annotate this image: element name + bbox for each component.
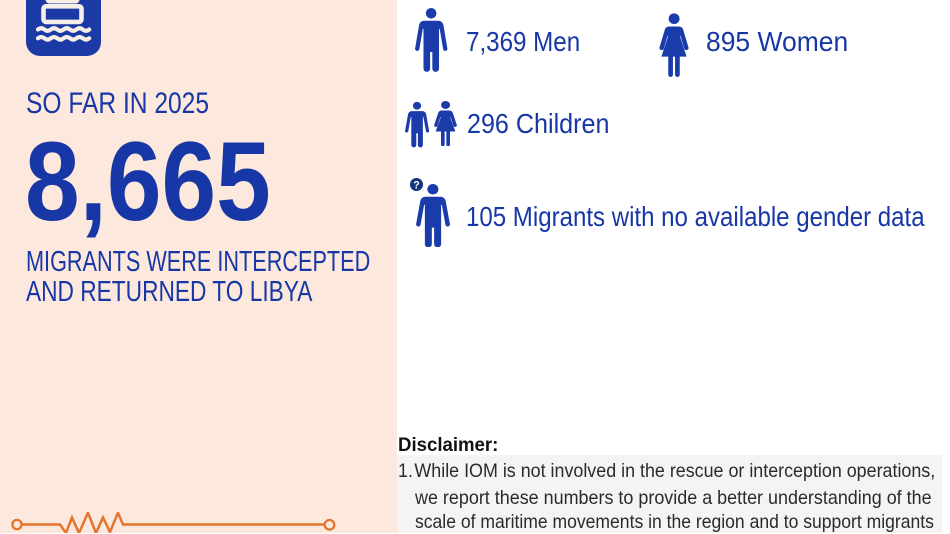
svg-text:?: ? xyxy=(413,180,419,191)
